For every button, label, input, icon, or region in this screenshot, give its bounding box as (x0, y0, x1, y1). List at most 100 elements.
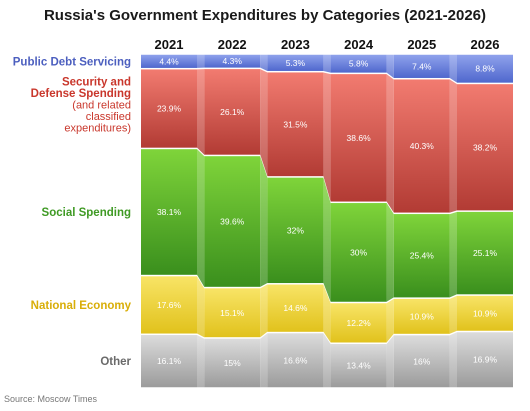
bar-segment (393, 54, 450, 78)
bar-segment (141, 54, 197, 68)
year-label: 2026 (471, 37, 500, 52)
value-label: 31.5% (283, 119, 308, 129)
bar-segment (457, 332, 513, 388)
bar-segment (204, 69, 261, 155)
value-label: 23.9% (157, 104, 182, 114)
category-name: Social Spending (42, 207, 131, 219)
bar-segment (267, 284, 324, 332)
category-sublabel: expenditures) (64, 123, 131, 135)
value-label: 8.8% (475, 64, 495, 74)
flow-band (323, 333, 331, 388)
value-label: 16.1% (157, 356, 182, 366)
value-label: 16% (413, 356, 430, 366)
bar-segment (204, 156, 261, 287)
value-label: 4.3% (223, 56, 243, 66)
bar-segment (141, 149, 197, 275)
bar-segment (204, 338, 261, 388)
bar-segment (204, 54, 261, 68)
flow-band (197, 276, 205, 338)
flow-band (323, 177, 331, 302)
year-label: 2023 (281, 37, 310, 52)
flow-band (260, 333, 268, 388)
value-label: 10.9% (410, 311, 435, 321)
value-label: 38.6% (347, 133, 372, 143)
value-label: 14.6% (283, 303, 308, 313)
flow-band (260, 156, 268, 287)
bar-segment (267, 333, 324, 388)
flow-band (260, 284, 268, 338)
value-label: 5.3% (286, 58, 306, 68)
bar-segment (330, 343, 387, 388)
bar-segment (393, 335, 450, 388)
bar-segment (267, 177, 324, 284)
bar-segment (457, 295, 513, 331)
flow-band (323, 284, 331, 343)
value-label: 15.1% (220, 308, 245, 318)
year-label: 2021 (155, 37, 184, 52)
flow-band (449, 295, 457, 334)
category-label: Social Spending (42, 207, 131, 219)
year-label: 2025 (407, 37, 436, 52)
year-label: 2024 (344, 37, 374, 52)
flow-band (197, 149, 205, 287)
bar-segment (267, 72, 324, 177)
flow-band (197, 54, 205, 68)
value-label: 39.6% (220, 217, 245, 227)
category-name: Security and (62, 77, 131, 89)
flow-band (260, 54, 268, 71)
value-label: 26.1% (220, 107, 245, 117)
flow-band (386, 203, 394, 302)
bar-segment (457, 211, 513, 295)
flow-band (449, 211, 457, 298)
value-label: 40.3% (410, 141, 435, 151)
bar-segment (393, 79, 450, 213)
year-label: 2022 (218, 37, 247, 52)
value-label: 32% (287, 225, 304, 235)
flow-band (449, 79, 457, 213)
bar-segment (141, 335, 197, 388)
value-label: 25.4% (410, 251, 435, 261)
category-name: Other (100, 356, 131, 368)
flow-band (197, 335, 205, 388)
value-label: 17.6% (157, 300, 182, 310)
value-label: 7.4% (412, 61, 432, 71)
value-labels: 4.4% 23.9% 38.1% 17.6% 16.1% 4.3% 26.1% 39.6% 15… (157, 56, 498, 370)
value-label: 13.4% (347, 361, 372, 371)
category-label: Public Debt Servicing (13, 56, 131, 68)
year-labels: 2021 2022 2023 2024 2025 2026 (155, 37, 500, 52)
category-label: Other (100, 356, 131, 368)
flow-band (386, 54, 394, 78)
bars (141, 54, 513, 388)
value-label: 15% (224, 358, 241, 368)
category-name: Public Debt Servicing (13, 56, 131, 68)
flow-band (323, 54, 331, 73)
flow-band (449, 54, 457, 83)
flow-bands (197, 54, 457, 388)
flow-band (386, 335, 394, 388)
bar-segment (393, 214, 450, 298)
category-labels: Public Debt Servicing Security andDefense… (13, 56, 132, 368)
bar-segment (330, 54, 387, 73)
value-label: 25.1% (473, 248, 498, 258)
value-label: 30% (350, 247, 367, 257)
bar-segment (457, 84, 513, 211)
value-label: 16.9% (473, 355, 498, 365)
category-sublabel: classified (86, 111, 131, 123)
category-name: National Economy (31, 300, 132, 312)
value-label: 4.4% (159, 56, 179, 66)
flow-band (449, 332, 457, 388)
value-label: 38.1% (157, 207, 182, 217)
flow-band (323, 72, 331, 202)
value-label: 5.8% (349, 59, 369, 69)
flow-band (386, 298, 394, 343)
source-note: Source: Moscow Times (4, 394, 98, 404)
bar-segment (141, 276, 197, 334)
flow-band (260, 69, 268, 177)
bar-segment (330, 303, 387, 343)
flow-band (197, 69, 205, 155)
value-label: 12.2% (347, 318, 372, 328)
bar-segment (141, 69, 197, 148)
bar-segment (267, 54, 324, 71)
